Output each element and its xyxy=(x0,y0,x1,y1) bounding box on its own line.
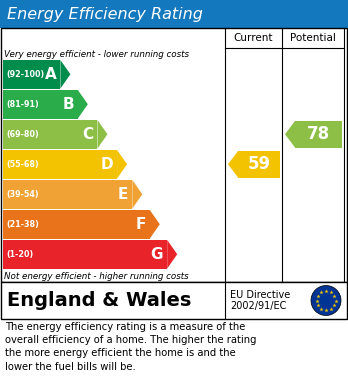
Polygon shape xyxy=(150,210,160,239)
Bar xyxy=(3,90,78,118)
Bar xyxy=(1,282,347,319)
Polygon shape xyxy=(167,240,177,269)
Text: (81-91): (81-91) xyxy=(6,100,39,109)
Text: Very energy efficient - lower running costs: Very energy efficient - lower running co… xyxy=(4,50,189,59)
Text: G: G xyxy=(151,247,163,262)
Text: A: A xyxy=(45,67,56,82)
Text: (39-54): (39-54) xyxy=(6,190,39,199)
Polygon shape xyxy=(285,121,295,147)
Bar xyxy=(3,150,117,179)
Text: England & Wales: England & Wales xyxy=(7,291,191,310)
Polygon shape xyxy=(117,150,127,179)
Circle shape xyxy=(311,285,341,316)
Bar xyxy=(0,0,348,28)
Text: (1-20): (1-20) xyxy=(6,250,33,259)
Polygon shape xyxy=(132,180,142,208)
Text: (21-38): (21-38) xyxy=(6,220,39,229)
Polygon shape xyxy=(61,60,70,88)
Text: Current: Current xyxy=(234,33,273,43)
Polygon shape xyxy=(78,90,88,118)
Bar xyxy=(238,151,280,178)
Text: D: D xyxy=(101,157,113,172)
Bar xyxy=(3,60,61,88)
Polygon shape xyxy=(228,151,238,178)
Bar xyxy=(295,121,342,147)
Bar xyxy=(3,120,97,149)
Bar xyxy=(1,28,347,282)
Text: (92-100): (92-100) xyxy=(6,70,44,79)
Text: Potential: Potential xyxy=(290,33,336,43)
Bar xyxy=(3,180,132,208)
Text: 78: 78 xyxy=(307,125,330,143)
Text: (69-80): (69-80) xyxy=(6,130,39,139)
Text: B: B xyxy=(62,97,74,112)
Text: The energy efficiency rating is a measure of the
overall efficiency of a home. T: The energy efficiency rating is a measur… xyxy=(5,322,256,371)
Text: Energy Efficiency Rating: Energy Efficiency Rating xyxy=(7,7,203,22)
Text: Not energy efficient - higher running costs: Not energy efficient - higher running co… xyxy=(4,272,189,281)
Text: (55-68): (55-68) xyxy=(6,160,39,169)
Text: C: C xyxy=(82,127,94,142)
Text: 2002/91/EC: 2002/91/EC xyxy=(230,301,286,310)
Text: EU Directive: EU Directive xyxy=(230,291,290,301)
Bar xyxy=(3,210,150,239)
Bar xyxy=(3,240,167,269)
Text: 59: 59 xyxy=(247,155,270,173)
Text: F: F xyxy=(135,217,146,232)
Polygon shape xyxy=(97,120,108,149)
Text: E: E xyxy=(118,187,128,202)
